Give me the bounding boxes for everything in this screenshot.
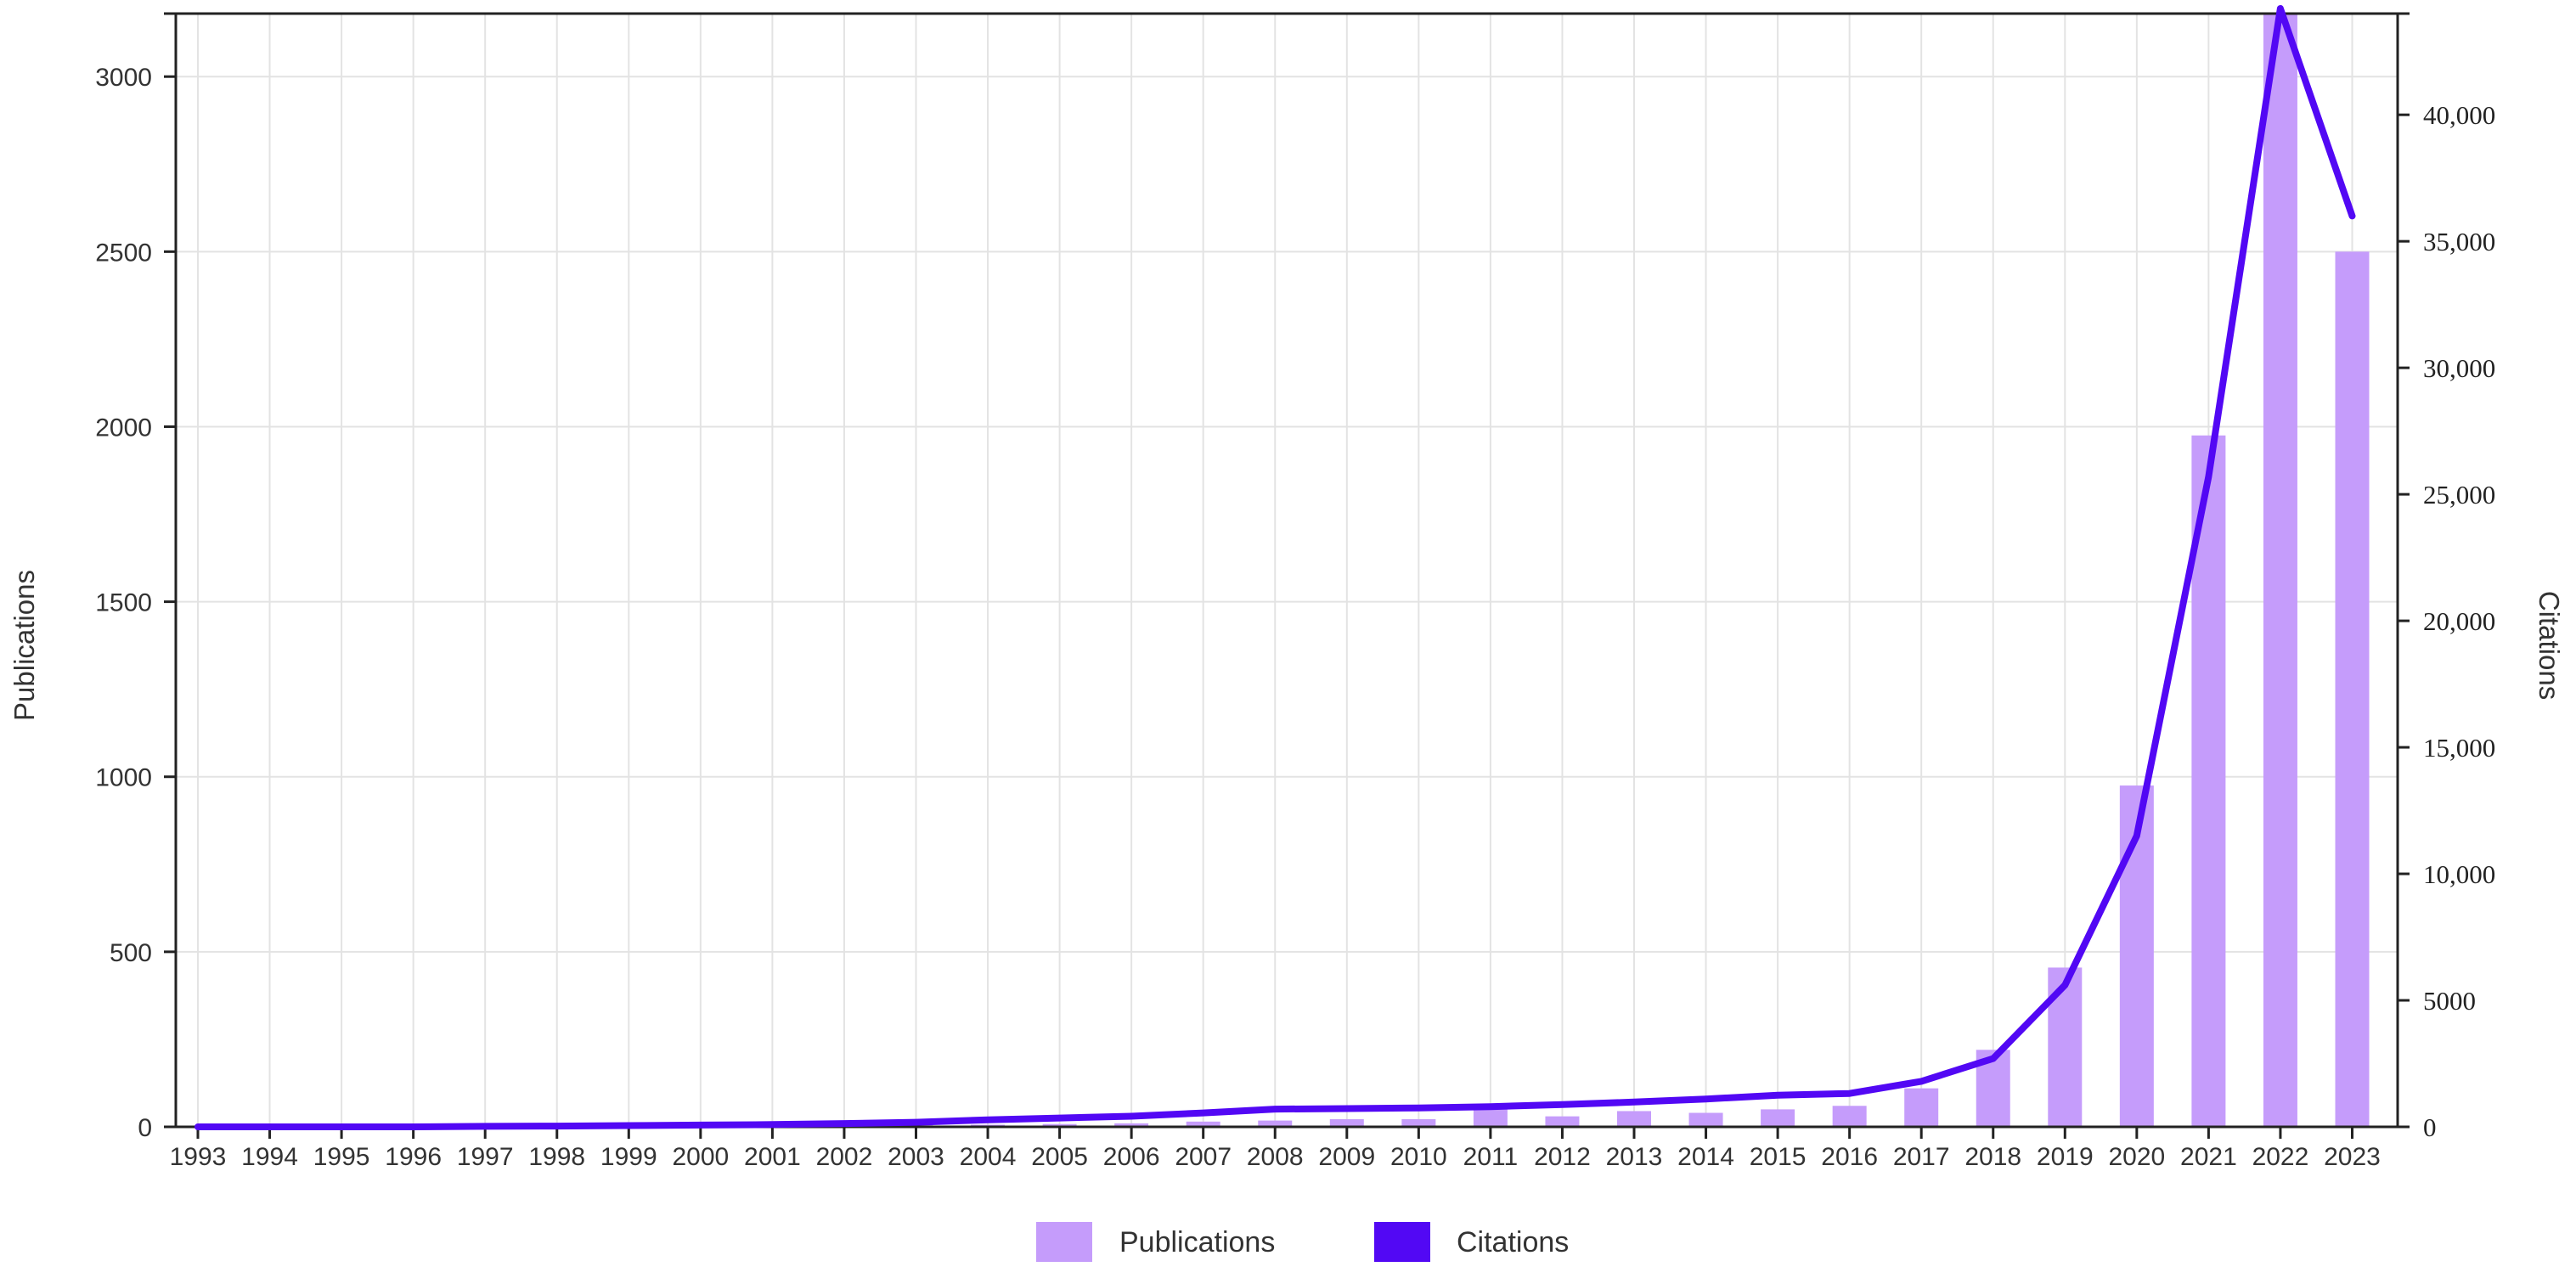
x-tick-label: 2006 — [1103, 1143, 1160, 1171]
x-tick-label: 1994 — [241, 1143, 298, 1171]
x-tick-label: 2004 — [960, 1143, 1017, 1171]
x-tick-label: 2005 — [1031, 1143, 1088, 1171]
x-tick-label: 1997 — [457, 1143, 514, 1171]
x-tick-label: 2011 — [1463, 1143, 1519, 1171]
bar-publications — [1904, 1088, 1939, 1127]
bar-publications — [2335, 251, 2370, 1128]
x-tick-label: 2010 — [1390, 1143, 1447, 1171]
citations-line — [194, 5, 2356, 1130]
x-tick-label: 2002 — [816, 1143, 873, 1171]
x-tick-label: 2023 — [2324, 1143, 2381, 1171]
right-tick-label: 5000 — [2423, 986, 2476, 1016]
x-tick-label: 2012 — [1534, 1143, 1591, 1171]
right-tick-label: 25,000 — [2423, 480, 2495, 510]
bar-publications — [1761, 1109, 1795, 1127]
x-tick-label: 2021 — [2180, 1143, 2237, 1171]
right-axis-title: Citations — [2534, 591, 2565, 700]
legend-item-publications[interactable]: Publications — [1036, 1222, 1275, 1262]
right-tick-label: 20,000 — [2423, 606, 2495, 636]
x-tick-label: 2003 — [888, 1143, 944, 1171]
x-tick-label: 2008 — [1247, 1143, 1304, 1171]
x-tick-label: 2016 — [1821, 1143, 1878, 1171]
bar-publications — [1617, 1111, 1651, 1127]
x-tick-label: 2018 — [1964, 1143, 2021, 1171]
bar-publications — [1186, 1121, 1220, 1127]
left-tick-label: 2000 — [95, 414, 152, 442]
left-axis-ticks: 0 500 1000 1500 2000 2500 3000 — [95, 64, 176, 1142]
left-tick-label: 0 — [138, 1114, 152, 1142]
bar-publications — [1545, 1116, 1580, 1127]
x-tick-label: 1995 — [313, 1143, 370, 1171]
bar-publications — [1042, 1123, 1077, 1127]
left-axis-title: Publications — [8, 570, 40, 721]
left-tick-label: 1000 — [95, 764, 152, 792]
left-tick-label: 2500 — [95, 239, 152, 267]
left-tick-label: 500 — [110, 939, 152, 967]
bar-publications — [1473, 1109, 1508, 1127]
x-tick-label: 2000 — [672, 1143, 729, 1171]
right-tick-label: 10,000 — [2423, 859, 2495, 889]
legend-label-citations: Citations — [1457, 1226, 1569, 1258]
bar-publications — [2048, 967, 2083, 1127]
legend-swatch-publications — [1036, 1222, 1092, 1262]
bar-publications — [2191, 435, 2226, 1127]
x-tick-label: 2017 — [1893, 1143, 1950, 1171]
x-tick-label: 2007 — [1175, 1143, 1232, 1171]
legend-item-citations[interactable]: Citations — [1374, 1222, 1569, 1262]
bar-publications — [1832, 1106, 1867, 1127]
right-tick-label: 40,000 — [2423, 100, 2495, 130]
bar-publications — [1401, 1118, 1436, 1127]
right-tick-label: 30,000 — [2423, 353, 2495, 383]
bar-publications — [2263, 14, 2297, 1127]
left-tick-label: 1500 — [95, 589, 152, 617]
right-tick-label: 15,000 — [2423, 733, 2495, 763]
bar-publications — [1114, 1123, 1149, 1127]
x-tick-label: 2013 — [1606, 1143, 1663, 1171]
x-axis-ticks: 1993 1994 1995 1996 1997 1998 1999 2000 2001 2002… — [170, 1127, 2381, 1171]
axes — [164, 12, 2410, 1129]
legend-label-publications: Publications — [1119, 1226, 1275, 1258]
x-tick-label: 2001 — [744, 1143, 801, 1171]
citation-line-layer — [194, 5, 2356, 1130]
grid-lines — [176, 14, 2398, 1127]
x-tick-label: 2020 — [2108, 1143, 2165, 1171]
legend: Publications Citations — [1036, 1222, 1569, 1262]
bar-publications — [1258, 1120, 1293, 1127]
x-tick-label: 2022 — [2252, 1143, 2309, 1171]
x-tick-label: 2014 — [1677, 1143, 1734, 1171]
x-tick-label: 1996 — [385, 1143, 442, 1171]
left-tick-label: 3000 — [95, 64, 152, 92]
x-tick-label: 1998 — [528, 1143, 585, 1171]
x-tick-label: 2015 — [1750, 1143, 1807, 1171]
bar-publications — [1329, 1118, 1364, 1127]
right-tick-label: 35,000 — [2423, 227, 2495, 256]
legend-swatch-citations — [1374, 1222, 1430, 1262]
right-tick-label: 0 — [2423, 1112, 2437, 1142]
x-tick-label: 2009 — [1318, 1143, 1375, 1171]
x-tick-label: 1993 — [170, 1143, 227, 1171]
x-tick-label: 1999 — [600, 1143, 657, 1171]
x-tick-label: 2019 — [2037, 1143, 2094, 1171]
publication-bars — [539, 14, 2370, 1128]
right-axis-ticks: 0 5000 10,000 15,000 20,000 25,000 30,000 35,00… — [2398, 100, 2495, 1142]
bar-publications — [1688, 1112, 1723, 1127]
